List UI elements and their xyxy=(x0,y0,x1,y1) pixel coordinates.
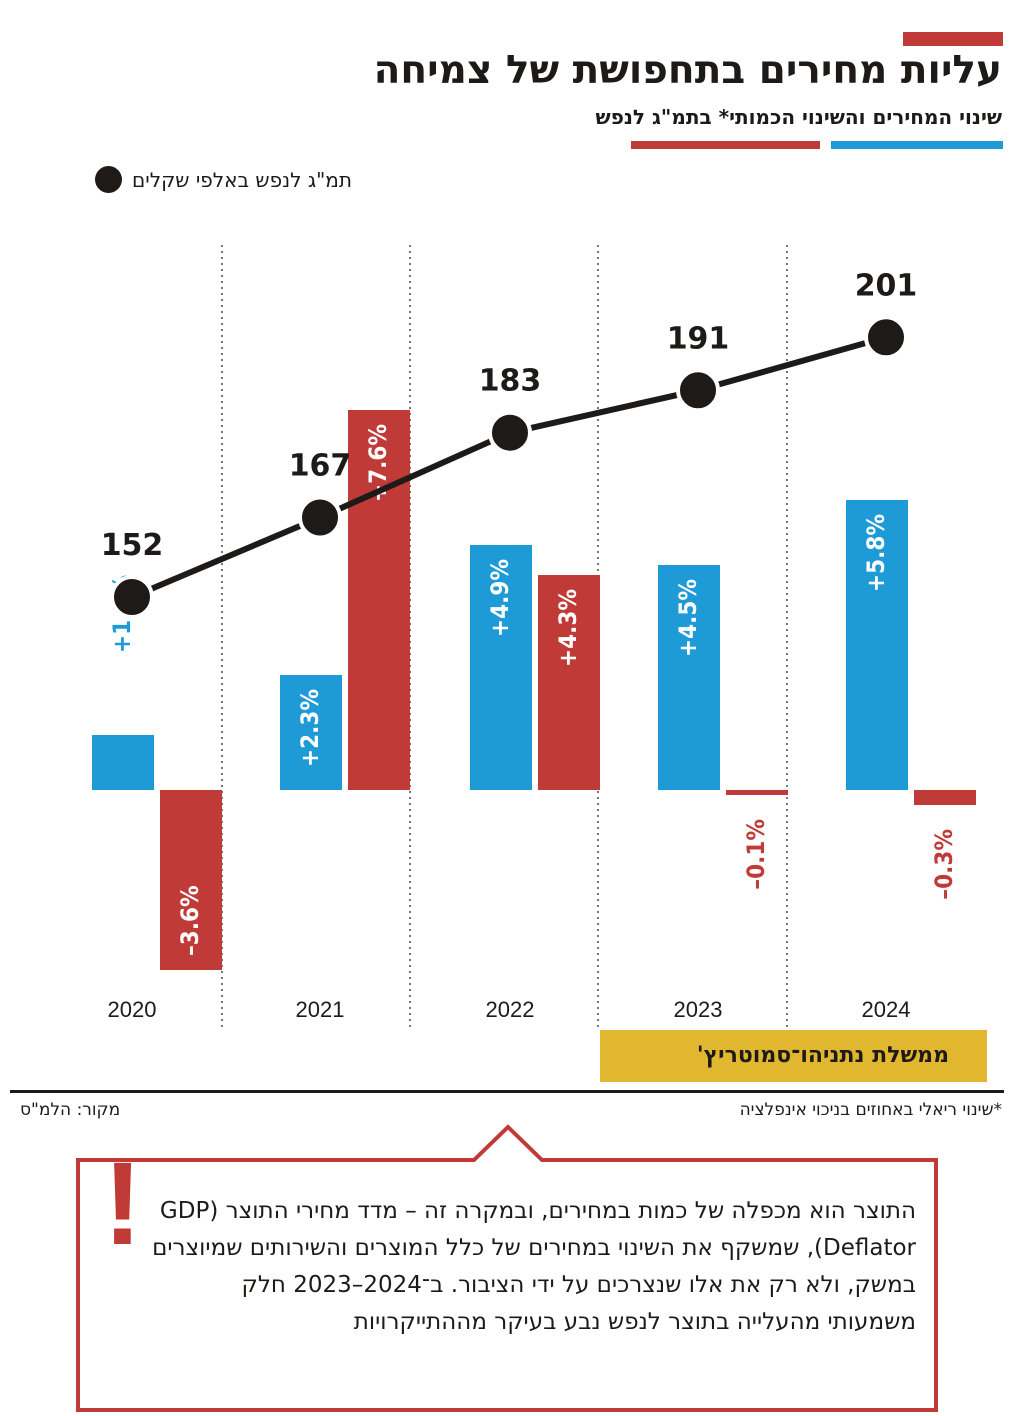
bar-prices xyxy=(280,675,342,790)
bar-quantity xyxy=(914,790,976,805)
chart-area: +1.1%–3.6%2020+2.3%+7.6%2021+4.9%+4.3%20… xyxy=(92,245,976,1030)
bar-prices xyxy=(92,735,154,790)
gdp-point-label: 201 xyxy=(855,268,918,303)
gdp-point-label: 167 xyxy=(289,449,352,484)
bar-quantity xyxy=(348,410,410,790)
legend-prices-swatch xyxy=(831,141,1003,149)
gdp-point xyxy=(864,315,908,360)
x-tick-label: 2023 xyxy=(674,997,723,1022)
bar-label-quantity: –0.1% xyxy=(742,819,770,890)
gdp-point xyxy=(488,410,532,455)
bar-label-quantity: –3.6% xyxy=(176,885,204,956)
x-tick-label: 2021 xyxy=(296,997,345,1022)
title-accent-bar xyxy=(903,32,1003,46)
bar-label-prices: +2.3% xyxy=(296,689,324,767)
chart-subtitle: שינוי המחירים והשינוי הכמותי* בתמ"ג לנפש xyxy=(595,105,1002,129)
gdp-point xyxy=(676,368,720,413)
bar-label-prices: +5.8% xyxy=(862,514,890,592)
gdp-point xyxy=(298,495,342,540)
gdp-point-label: 152 xyxy=(101,528,164,563)
bar-label-quantity: –0.3% xyxy=(930,829,958,900)
bar-prices xyxy=(658,565,720,790)
bar-quantity xyxy=(160,790,222,970)
footnote: *שינוי ריאלי באחוזים בניכוי אינפלציה xyxy=(739,1100,1002,1120)
source-note: מקור: הלמ"ס xyxy=(20,1100,121,1120)
callout-box xyxy=(76,1124,938,1412)
exclamation-icon: ! xyxy=(103,1138,143,1270)
bar-prices xyxy=(846,500,908,790)
bar-label-prices: +4.5% xyxy=(674,579,702,657)
bar-quantity xyxy=(726,790,788,795)
x-tick-label: 2024 xyxy=(862,997,911,1022)
footer-divider xyxy=(10,1090,1004,1093)
legend-gdp-label: תמ"ג לנפש באלפי שקלים xyxy=(131,167,352,192)
gdp-point xyxy=(110,575,154,619)
callout-text: התוצר הוא מכפלה של כמות במחירים, ובמקרה … xyxy=(152,1198,916,1335)
legend-dot-icon xyxy=(94,166,122,193)
government-period-label: ממשלת נתניהו־סמוטריץ' xyxy=(600,1030,987,1082)
x-tick-label: 2022 xyxy=(486,997,535,1022)
gdp-point-label: 191 xyxy=(667,321,730,356)
bar-prices xyxy=(470,545,532,790)
bar-quantity xyxy=(538,575,600,790)
bar-label-prices: +4.9% xyxy=(486,559,514,637)
x-tick-label: 2020 xyxy=(108,997,157,1022)
legend-gdp-line: תמ"ג לנפש באלפי שקלים xyxy=(94,166,352,193)
bar-label-quantity: +4.3% xyxy=(554,589,582,667)
legend-quantity-swatch xyxy=(631,141,820,149)
gdp-point-label: 183 xyxy=(479,364,542,399)
chart-title: עליות מחירים בתחפושת של צמיחה xyxy=(373,48,1002,93)
